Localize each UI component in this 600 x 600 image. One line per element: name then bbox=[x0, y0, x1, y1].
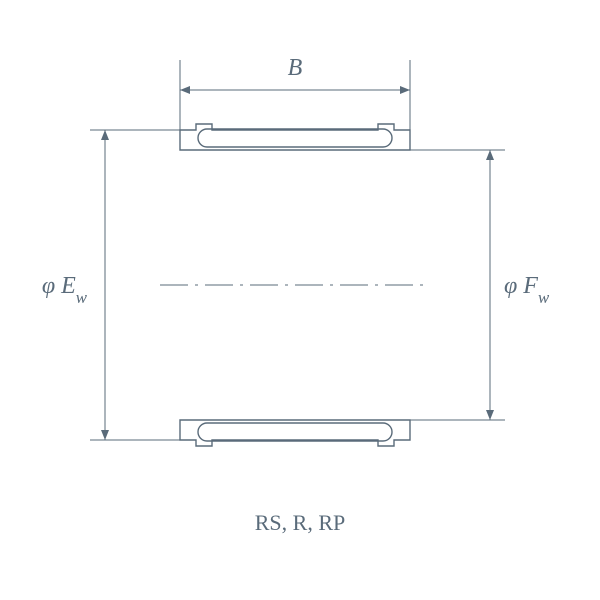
label-b: B bbox=[288, 55, 303, 81]
caption: RS, R, RP bbox=[255, 510, 346, 535]
roller bbox=[198, 423, 392, 441]
label-fw: φ Fw bbox=[504, 273, 550, 307]
label-ew: φ Ew bbox=[42, 273, 88, 307]
bearing-ring-outline bbox=[180, 420, 410, 446]
bearing-ring-outline bbox=[180, 124, 410, 150]
roller bbox=[198, 129, 392, 147]
